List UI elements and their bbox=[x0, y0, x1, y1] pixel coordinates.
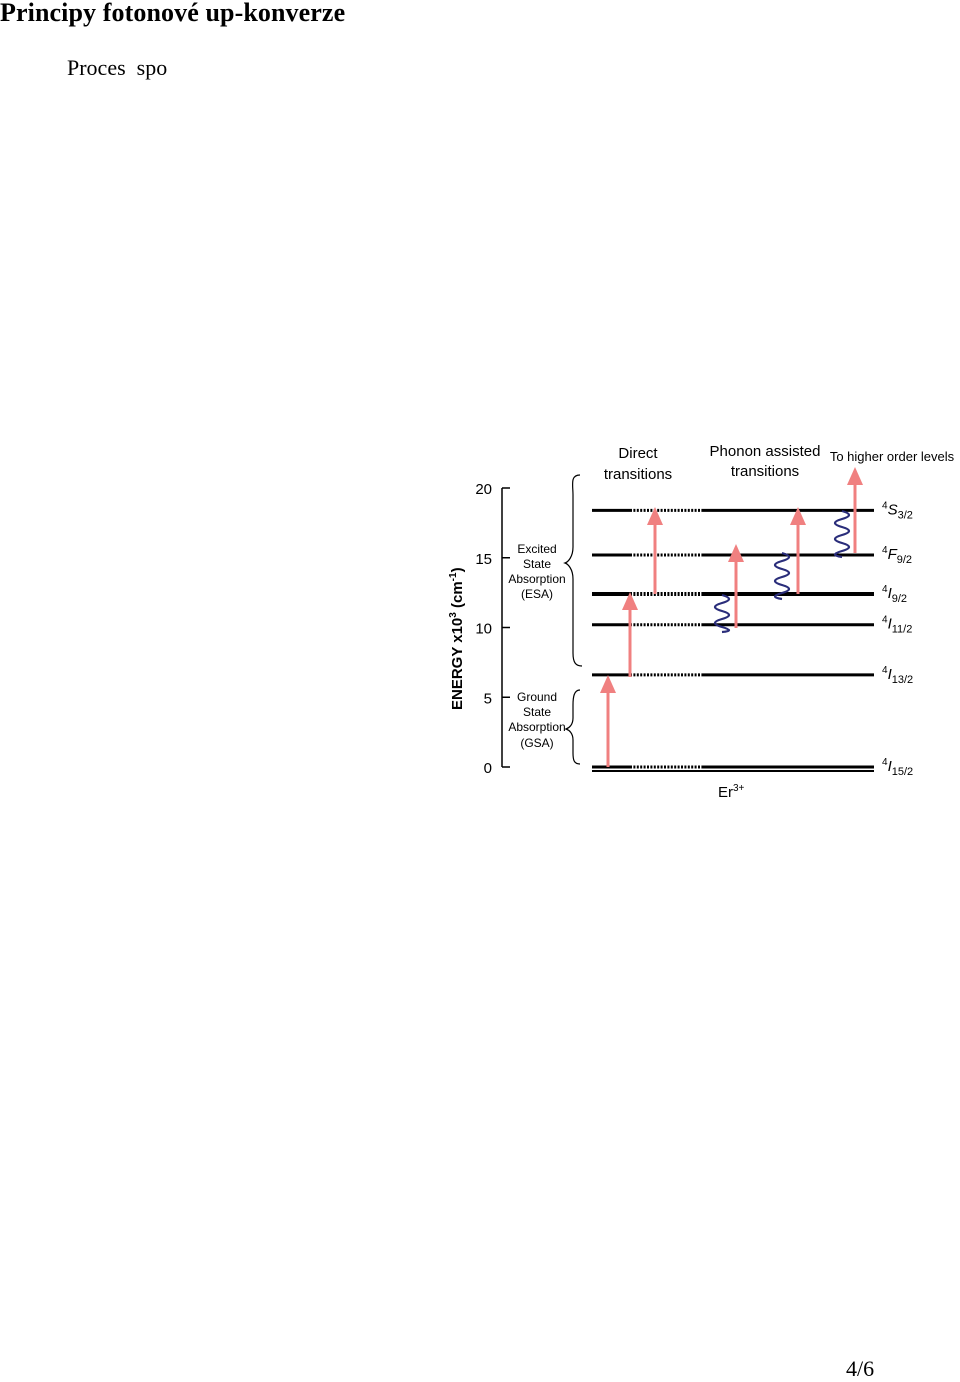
arrow-phonon-1 bbox=[728, 544, 744, 628]
level-label: 4I11/2 bbox=[882, 615, 912, 636]
header-phonon: Phonon assisted transitions bbox=[710, 443, 821, 480]
arrow-phonon-2 bbox=[790, 507, 806, 594]
level-label: 4I13/2 bbox=[882, 665, 913, 686]
header-higher: To higher order levels bbox=[830, 449, 955, 464]
y-tick-label: 5 bbox=[484, 690, 492, 707]
y-tick-label: 15 bbox=[475, 551, 492, 568]
y-axis-ticks: 20 15 10 5 0 bbox=[475, 481, 510, 777]
phonon-relaxations bbox=[713, 509, 851, 634]
energy-level-diagram: ENERGY x103 (cm-1) 20 15 10 5 0 Excited Stat… bbox=[440, 435, 960, 815]
y-tick-label: 0 bbox=[484, 760, 492, 777]
arrow-higher bbox=[847, 467, 863, 553]
lead-text: Proces spo bbox=[67, 55, 168, 80]
level-labels: 4S3/2 4F9/2 4I9/2 4I11/2 4I13/2 4I15/2 bbox=[882, 500, 913, 778]
energy-diagram-svg: ENERGY x103 (cm-1) 20 15 10 5 0 Excited Stat… bbox=[448, 443, 955, 801]
gsa-brace bbox=[564, 689, 581, 765]
arrow-esa-1 bbox=[622, 592, 638, 677]
svg-text:Excited: Excited bbox=[517, 542, 556, 556]
svg-text:(ESA): (ESA) bbox=[521, 587, 553, 601]
svg-text:Direct: Direct bbox=[618, 445, 658, 462]
gsa-label: Ground State Absorption (GSA) bbox=[508, 690, 565, 750]
y-tick-label: 20 bbox=[475, 481, 492, 498]
arrow-esa-2 bbox=[647, 507, 663, 594]
level-label: 4I9/2 bbox=[882, 584, 907, 605]
phonon-wave-2 bbox=[773, 551, 791, 601]
level-label: 4F9/2 bbox=[882, 545, 912, 566]
phonon-wave-3 bbox=[833, 509, 851, 559]
absorption-arrows bbox=[600, 467, 863, 767]
ion-label: Er3+ bbox=[718, 783, 745, 801]
esa-brace bbox=[563, 474, 583, 667]
level-label: 4S3/2 bbox=[882, 500, 913, 521]
esa-label: Excited State Absorption (ESA) bbox=[508, 542, 565, 601]
svg-text:State: State bbox=[523, 705, 551, 719]
svg-text:Absorption: Absorption bbox=[508, 720, 565, 734]
svg-text:State: State bbox=[523, 557, 551, 571]
svg-text:(GSA): (GSA) bbox=[520, 736, 553, 750]
page-number: 4/6 bbox=[846, 1356, 875, 1381]
svg-text:transitions: transitions bbox=[731, 463, 799, 480]
level-label: 4I15/2 bbox=[882, 757, 913, 778]
phonon-wave-1 bbox=[713, 593, 731, 634]
energy-levels bbox=[592, 508, 874, 772]
page-title: Principy fotonové up-konverze bbox=[0, 0, 346, 27]
svg-text:Absorption: Absorption bbox=[508, 572, 565, 586]
svg-text:Phonon assisted: Phonon assisted bbox=[710, 443, 821, 460]
arrow-gsa bbox=[600, 675, 616, 767]
y-axis-label: ENERGY x103 (cm-1) bbox=[448, 567, 466, 710]
svg-text:transitions: transitions bbox=[604, 466, 672, 483]
y-tick-label: 10 bbox=[475, 621, 492, 638]
header-direct: Direct transitions bbox=[604, 445, 672, 483]
svg-text:Ground: Ground bbox=[517, 690, 557, 704]
